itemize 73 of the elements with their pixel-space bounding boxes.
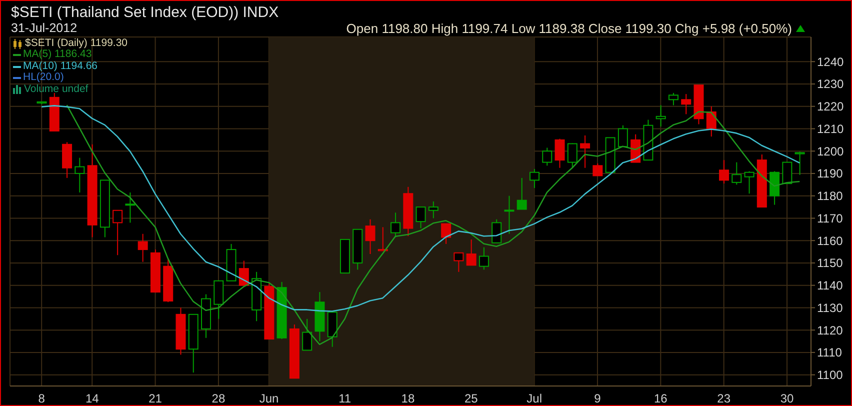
candlestick bbox=[554, 138, 565, 168]
y-tick-label: 1230 bbox=[817, 77, 844, 92]
x-tick-label: 21 bbox=[148, 392, 162, 406]
candlestick bbox=[478, 246, 489, 270]
y-tick-label: 1120 bbox=[817, 323, 844, 338]
candlestick bbox=[656, 104, 666, 127]
chart-subtitle: 31-Jul-2012 bbox=[11, 21, 78, 35]
x-tick-label: 23 bbox=[717, 392, 731, 406]
candlestick bbox=[744, 170, 754, 194]
y-tick-label: 1160 bbox=[817, 234, 844, 248]
x-tick-label: 9 bbox=[594, 392, 602, 406]
x-tick-label: 14 bbox=[85, 392, 100, 406]
candlestick bbox=[112, 210, 123, 256]
candlestick bbox=[365, 218, 376, 255]
y-tick-label: 1190 bbox=[817, 166, 844, 181]
candlestick bbox=[74, 157, 85, 193]
x-tick-label: Jul bbox=[526, 392, 542, 406]
candlestick bbox=[441, 223, 452, 244]
text: Open 1198.80 High 1199.74 Low 1189.38 Close 1199.30 Chg +5.98 (+0.50%) bbox=[346, 21, 792, 36]
candlestick bbox=[416, 206, 426, 229]
line-series bbox=[40, 105, 800, 312]
candlestick bbox=[782, 162, 792, 184]
candlestick bbox=[542, 147, 552, 166]
candlestick bbox=[580, 134, 590, 168]
candlestick bbox=[466, 238, 476, 266]
candlestick bbox=[214, 280, 224, 320]
candlestick bbox=[618, 124, 628, 148]
legend-title: $SETI (Daily) 1199.30 bbox=[25, 37, 128, 49]
candlestick bbox=[390, 212, 401, 238]
legend-label: MA(10) 1194.66 bbox=[23, 60, 98, 72]
y-tick-label: 1210 bbox=[817, 122, 844, 136]
candlestick bbox=[668, 92, 678, 106]
candlestick bbox=[238, 260, 249, 286]
legend-label: MA(5) 1186.43 bbox=[23, 48, 92, 61]
candlestick bbox=[62, 142, 72, 178]
x-tick-label: 30 bbox=[780, 392, 794, 406]
y-tick-label: 1140 bbox=[817, 278, 844, 293]
x-tick-label: 28 bbox=[212, 392, 226, 406]
y-tick-label: 1200 bbox=[817, 144, 844, 158]
y-tick-label: 1180 bbox=[817, 189, 844, 204]
y-tick-label: 1100 bbox=[817, 368, 844, 382]
line-series bbox=[66, 104, 800, 346]
x-tick-label: 25 bbox=[464, 392, 478, 406]
y-tick-label: 1130 bbox=[817, 300, 844, 315]
candlestick bbox=[732, 162, 742, 186]
y-tick-label: 1150 bbox=[817, 256, 844, 270]
x-tick-label: Jun bbox=[259, 392, 279, 406]
candlestick bbox=[428, 200, 438, 219]
candlestick bbox=[492, 218, 502, 244]
y-tick-label: 1240 bbox=[817, 54, 844, 69]
candlestick bbox=[681, 94, 692, 115]
x-tick-label: 11 bbox=[338, 392, 352, 406]
x-tick-label: 16 bbox=[654, 392, 668, 406]
candlestick bbox=[454, 252, 464, 272]
annotation: HL(20.0) bbox=[23, 71, 64, 84]
candlestick bbox=[770, 170, 780, 206]
candlestick bbox=[138, 233, 148, 262]
candlestick bbox=[529, 168, 540, 189]
candlestick bbox=[302, 318, 312, 351]
candlestick bbox=[592, 162, 603, 176]
candlestick bbox=[504, 195, 514, 234]
y-tick-label: 1110 bbox=[817, 346, 842, 360]
candlestick bbox=[794, 151, 805, 176]
candlestick bbox=[125, 192, 136, 224]
annotation: Volume undef bbox=[24, 82, 88, 96]
candlestick bbox=[719, 160, 730, 184]
y-tick-label: 1170 bbox=[817, 211, 844, 226]
candlestick bbox=[567, 142, 578, 168]
candlestick bbox=[516, 177, 527, 210]
chart-title: $SETI (Thailand Set Index (EOD)) INDX bbox=[11, 4, 279, 21]
y-tick-label: 1220 bbox=[817, 100, 844, 114]
x-tick-label: 8 bbox=[38, 392, 46, 406]
x-tick-label: 18 bbox=[401, 392, 415, 406]
